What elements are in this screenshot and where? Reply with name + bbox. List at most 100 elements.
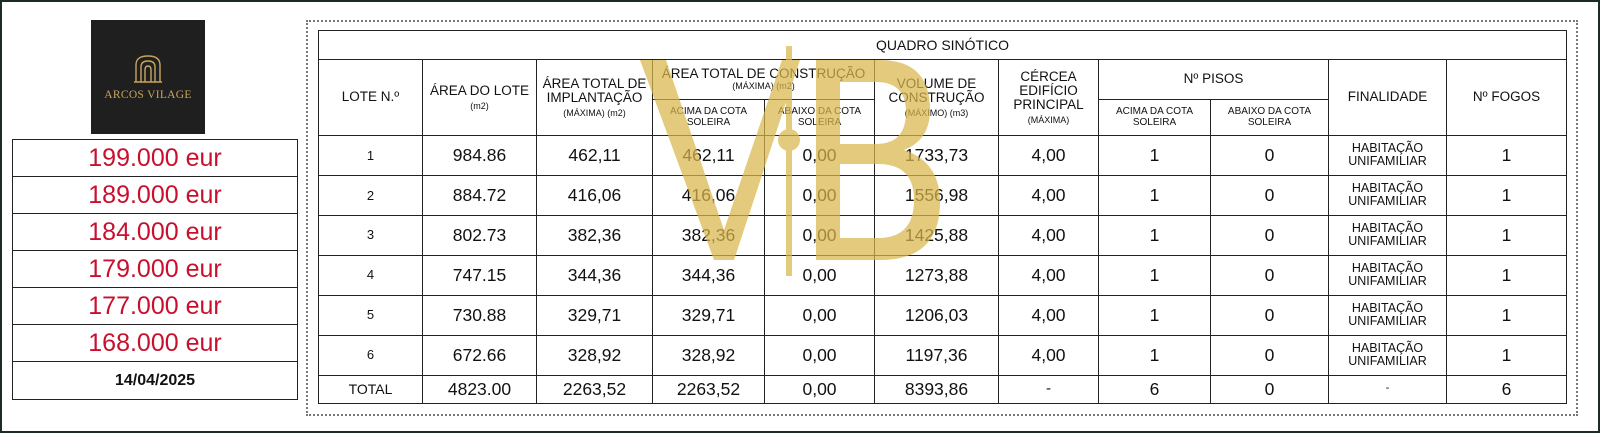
cell-area-lote: 984.86 bbox=[422, 135, 537, 176]
table-title: QUADRO SINÓTICO bbox=[318, 30, 1567, 60]
cell-pisos-abaixo: 0 bbox=[1210, 214, 1329, 256]
cell-area-lote: 730.88 bbox=[422, 294, 537, 336]
header-volume: VOLUME DE CONSTRUÇÃO (MÁXIMO) (m3) bbox=[874, 59, 999, 136]
cell-construcao-acima: 328,92 bbox=[652, 334, 765, 376]
header-pisos: Nº PISOS bbox=[1098, 59, 1329, 100]
cell-cercea: 4,00 bbox=[998, 294, 1099, 336]
cell-lote: 3 bbox=[318, 214, 423, 256]
arch-icon bbox=[134, 55, 162, 83]
cell-pisos-acima: 1 bbox=[1098, 294, 1211, 336]
cell-pisos-abaixo: 0 bbox=[1210, 135, 1329, 176]
cell-construcao-abaixo: 0,00 bbox=[764, 254, 875, 296]
table-row: 2 884.72 416,06 416,06 0,00 1556,98 4,00… bbox=[318, 174, 1567, 216]
price-lote-5: 177.000 eur bbox=[12, 287, 298, 325]
quadro-sinotico-table: QUADRO SINÓTICO LOTE N.º ÁREA DO LOTE (m2… bbox=[318, 30, 1567, 405]
cell-pisos-acima: 1 bbox=[1098, 174, 1211, 216]
cell-total-construcao-acima: 2263,52 bbox=[652, 374, 765, 405]
cell-finalidade: HABITAÇÃO UNIFAMILIAR bbox=[1328, 174, 1447, 216]
cell-construcao-abaixo: 0,00 bbox=[764, 135, 875, 176]
cell-finalidade: HABITAÇÃO UNIFAMILIAR bbox=[1328, 294, 1447, 336]
cell-construcao-acima: 382,36 bbox=[652, 214, 765, 256]
cell-total-area-lote: 4823.00 bbox=[422, 374, 537, 405]
cell-lote: 6 bbox=[318, 334, 423, 376]
cell-pisos-acima: 1 bbox=[1098, 334, 1211, 376]
cell-construcao-acima: 462,11 bbox=[652, 135, 765, 176]
price-lote-3: 184.000 eur bbox=[12, 213, 298, 251]
cell-total-label: TOTAL bbox=[318, 374, 423, 405]
cell-total-construcao-abaixo: 0,00 bbox=[764, 374, 875, 405]
cell-total-finalidade: - bbox=[1328, 374, 1447, 405]
cell-fogos: 1 bbox=[1446, 135, 1567, 176]
price-lote-2: 189.000 eur bbox=[12, 176, 298, 214]
logo-text: ARCOS VILAGE bbox=[104, 89, 192, 101]
header-construcao-acima: ACIMA DA COTA SOLEIRA bbox=[652, 99, 765, 136]
cell-total-pisos-acima: 6 bbox=[1098, 374, 1211, 405]
cell-total-cercea: - bbox=[998, 374, 1099, 405]
table-row: 3 802.73 382,36 382,36 0,00 1425,88 4,00… bbox=[318, 214, 1567, 256]
cell-implantacao: 416,06 bbox=[536, 174, 653, 216]
cell-construcao-abaixo: 0,00 bbox=[764, 174, 875, 216]
cell-lote: 1 bbox=[318, 135, 423, 176]
date-label: 14/04/2025 bbox=[12, 361, 298, 400]
cell-pisos-abaixo: 0 bbox=[1210, 334, 1329, 376]
price-list: 199.000 eur 189.000 eur 184.000 eur 179.… bbox=[12, 139, 298, 400]
cell-total-implantacao: 2263,52 bbox=[536, 374, 653, 405]
cell-volume: 1206,03 bbox=[874, 294, 999, 336]
cell-pisos-abaixo: 0 bbox=[1210, 254, 1329, 296]
cell-implantacao: 382,36 bbox=[536, 214, 653, 256]
cell-lote: 5 bbox=[318, 294, 423, 336]
cell-area-lote: 672.66 bbox=[422, 334, 537, 376]
table-row: 5 730.88 329,71 329,71 0,00 1206,03 4,00… bbox=[318, 294, 1567, 336]
cell-fogos: 1 bbox=[1446, 294, 1567, 336]
arcos-vilage-logo: ARCOS VILAGE bbox=[91, 20, 205, 134]
cell-cercea: 4,00 bbox=[998, 214, 1099, 256]
cell-total-pisos-abaixo: 0 bbox=[1210, 374, 1329, 405]
cell-cercea: 4,00 bbox=[998, 254, 1099, 296]
header-pisos-acima: ACIMA DA COTA SOLEIRA bbox=[1098, 99, 1211, 136]
cell-implantacao: 344,36 bbox=[536, 254, 653, 296]
header-lote: LOTE N.º bbox=[318, 59, 423, 136]
cell-finalidade: HABITAÇÃO UNIFAMILIAR bbox=[1328, 334, 1447, 376]
table-total-row: TOTAL 4823.00 2263,52 2263,52 0,00 8393,… bbox=[318, 374, 1567, 405]
cell-fogos: 1 bbox=[1446, 174, 1567, 216]
cell-area-lote: 884.72 bbox=[422, 174, 537, 216]
cell-total-fogos: 6 bbox=[1446, 374, 1567, 405]
header-cercea: CÉRCEA EDIFÍCIO PRINCIPAL (MÁXIMA) bbox=[998, 59, 1099, 136]
cell-construcao-acima: 416,06 bbox=[652, 174, 765, 216]
cell-pisos-abaixo: 0 bbox=[1210, 294, 1329, 336]
table-dotted-frame bbox=[306, 20, 1578, 416]
header-area-implantacao: ÁREA TOTAL DE IMPLANTAÇÃO (MÁXIMA) (m2) bbox=[536, 59, 653, 136]
cell-construcao-acima: 344,36 bbox=[652, 254, 765, 296]
header-finalidade: FINALIDADE bbox=[1328, 59, 1447, 136]
cell-construcao-abaixo: 0,00 bbox=[764, 294, 875, 336]
cell-construcao-abaixo: 0,00 bbox=[764, 334, 875, 376]
header-pisos-abaixo: ABAIXO DA COTA SOLEIRA bbox=[1210, 99, 1329, 136]
cell-fogos: 1 bbox=[1446, 254, 1567, 296]
cell-area-lote: 747.15 bbox=[422, 254, 537, 296]
cell-construcao-acima: 329,71 bbox=[652, 294, 765, 336]
cell-cercea: 4,00 bbox=[998, 334, 1099, 376]
cell-pisos-acima: 1 bbox=[1098, 254, 1211, 296]
cell-finalidade: HABITAÇÃO UNIFAMILIAR bbox=[1328, 135, 1447, 176]
header-area-construcao: ÁREA TOTAL DE CONSTRUÇÃO (MÁXIMA) (m2) bbox=[652, 59, 875, 100]
cell-lote: 4 bbox=[318, 254, 423, 296]
cell-volume: 1733,73 bbox=[874, 135, 999, 176]
cell-fogos: 1 bbox=[1446, 334, 1567, 376]
cell-lote: 2 bbox=[318, 174, 423, 216]
cell-implantacao: 329,71 bbox=[536, 294, 653, 336]
header-fogos: Nº FOGOS bbox=[1446, 59, 1567, 136]
cell-pisos-acima: 1 bbox=[1098, 135, 1211, 176]
cell-implantacao: 328,92 bbox=[536, 334, 653, 376]
cell-volume: 1273,88 bbox=[874, 254, 999, 296]
cell-area-lote: 802.73 bbox=[422, 214, 537, 256]
price-lote-6: 168.000 eur bbox=[12, 324, 298, 362]
cell-cercea: 4,00 bbox=[998, 174, 1099, 216]
price-lote-1: 199.000 eur bbox=[12, 139, 298, 177]
cell-total-volume: 8393,86 bbox=[874, 374, 999, 405]
cell-cercea: 4,00 bbox=[998, 135, 1099, 176]
cell-volume: 1197,36 bbox=[874, 334, 999, 376]
cell-volume: 1556,98 bbox=[874, 174, 999, 216]
header-area-lote: ÁREA DO LOTE (m2) bbox=[422, 59, 537, 136]
table-row: 6 672.66 328,92 328,92 0,00 1197,36 4,00… bbox=[318, 334, 1567, 376]
cell-implantacao: 462,11 bbox=[536, 135, 653, 176]
